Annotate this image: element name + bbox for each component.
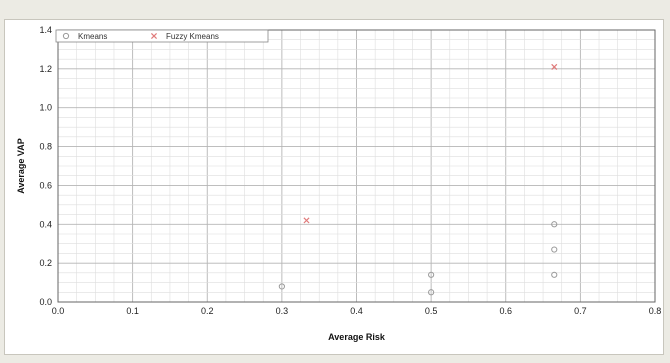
x-tick-label: 0.6 — [499, 306, 512, 316]
legend-box — [55, 29, 269, 43]
fuzzy-kmeans-point — [303, 217, 310, 224]
fuzzy-kmeans-legend-marker — [150, 32, 158, 40]
y-tick-label: 1.4 — [39, 25, 52, 35]
x-tick-label: 0.5 — [425, 306, 438, 316]
x-tick-label: 0.0 — [52, 306, 65, 316]
y-tick-label: 0.8 — [39, 142, 52, 152]
kmeans-point — [551, 246, 558, 253]
y-tick-label: 0.4 — [39, 219, 52, 229]
x-tick-label: 0.1 — [126, 306, 139, 316]
data-points — [278, 63, 558, 296]
x-tick-label: 0.4 — [350, 306, 363, 316]
y-tick-label: 0.0 — [39, 297, 52, 307]
x-tick-label: 0.2 — [201, 306, 214, 316]
y-tick-label: 0.6 — [39, 180, 52, 190]
y-axis-title: Average VAP — [16, 138, 26, 194]
grid — [57, 29, 656, 303]
kmeans-point — [428, 271, 435, 278]
y-tick-label: 1.2 — [39, 64, 52, 74]
x-tick-label: 0.8 — [649, 306, 662, 316]
y-tick-label: 0.2 — [39, 258, 52, 268]
x-tick-label: 0.7 — [574, 306, 587, 316]
tick-labels: 0.0 0.1 0.2 0.3 0.4 0.5 0.6 0.7 0.8 0.0 0.2 0.4 0.6 0… — [39, 25, 661, 316]
kmeans-legend-marker — [62, 32, 70, 40]
kmeans-point — [278, 283, 285, 290]
x-tick-label: 0.3 — [276, 306, 289, 316]
kmeans-point — [428, 289, 435, 296]
x-axis-title: Average Risk — [328, 332, 386, 342]
kmeans-point — [551, 271, 558, 278]
legend: Kmeans Fuzzy Kmeans — [55, 29, 269, 43]
legend-label: Fuzzy Kmeans — [166, 32, 219, 41]
kmeans-point — [551, 221, 558, 228]
legend-label: Kmeans — [78, 32, 107, 41]
y-tick-label: 1.0 — [39, 103, 52, 113]
plot-border — [57, 29, 656, 303]
fuzzy-kmeans-point — [551, 63, 558, 70]
